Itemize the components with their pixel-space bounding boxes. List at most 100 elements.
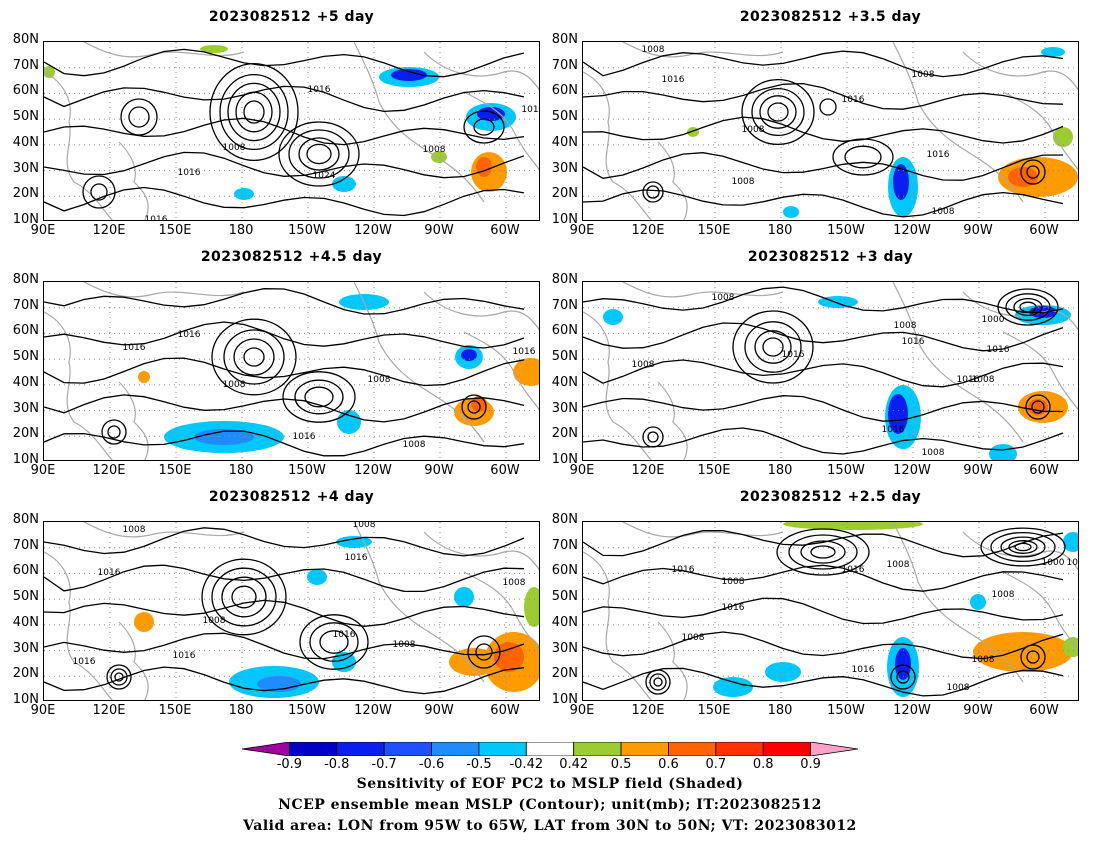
isobar-contour <box>44 321 525 349</box>
lat-tick-label: 60N <box>551 563 578 579</box>
colorbar-tick-label: 0.8 <box>752 757 774 772</box>
sensitivity-shade <box>494 642 524 672</box>
coastline <box>44 311 114 460</box>
coastline <box>463 331 539 411</box>
lat-tick-label: 20N <box>551 426 578 442</box>
coastline <box>622 522 784 538</box>
lon-tick-label: 90W <box>963 703 993 718</box>
contour-label: 1008 <box>947 683 970 693</box>
isobar-loop <box>461 394 487 420</box>
isobar-loop <box>475 643 493 661</box>
colorbar-segment <box>762 742 812 756</box>
isobar-loop <box>309 622 359 662</box>
sensitivity-shade <box>513 358 539 386</box>
coastline <box>353 42 485 203</box>
lat-tick-label: 50N <box>12 349 39 365</box>
isobar-contour <box>44 666 525 695</box>
lat-tick-label: 70N <box>12 297 39 313</box>
isobar-loop <box>653 677 663 687</box>
sensitivity-shade <box>713 677 753 697</box>
isobar-contour <box>583 597 1064 625</box>
isobar-loop <box>201 558 287 636</box>
map-plot: 1016100810161016100810081016100010161008… <box>582 521 1079 701</box>
lon-tick-label: 90E <box>569 463 595 478</box>
isobar-loop <box>1020 159 1046 185</box>
map-svg: 1008 1008 1016 1016 1008 1016 1016 1008 1008 1016 <box>44 522 539 700</box>
lon-tick-label: 120E <box>631 223 665 238</box>
isobar-loop <box>1026 165 1040 179</box>
sensitivity-shade <box>765 662 801 682</box>
lat-tick-label: 20N <box>12 666 39 682</box>
contour-label: 1008 <box>732 177 755 187</box>
panel-title: 2023082512 +4.5 day <box>200 249 383 265</box>
isobar-contour <box>583 564 1064 592</box>
isobar-loop <box>810 545 836 559</box>
isobar-contour <box>583 189 1064 218</box>
contour-label: 1008 <box>123 525 146 535</box>
isobar-loop <box>306 143 332 165</box>
lat-tick-label: 70N <box>551 57 578 73</box>
map-svg: 1016 1016 1008 1008 1016 1008 1016 <box>44 282 539 460</box>
lon-tick-label: 60W <box>490 703 520 718</box>
isobar-contour <box>583 82 1064 110</box>
panel-title: 2023082512 +3.5 day <box>739 9 922 25</box>
lon-tick-label: 180 <box>228 223 254 238</box>
contour-label: 1016 <box>293 432 316 442</box>
lat-tick-label: 20N <box>12 426 39 442</box>
contour-label: 1008 <box>722 577 745 587</box>
panel-title: 2023082512 +5 day <box>208 9 375 25</box>
contour-label: 1008 <box>894 321 917 331</box>
colorbar-segment <box>288 742 338 756</box>
contour-label: 1016 <box>98 568 121 578</box>
isobar-loop <box>90 183 108 201</box>
isobar-loop <box>107 425 121 439</box>
sensitivity-shade <box>138 371 150 383</box>
isobar-loop <box>642 181 664 203</box>
colorbar-segment <box>715 742 764 756</box>
sensitivity-shade <box>524 587 539 627</box>
isobar-loop <box>223 329 285 385</box>
colorbar-segment <box>810 742 858 756</box>
isobar-loop <box>1013 297 1043 317</box>
lat-tick-label: 50N <box>12 109 39 125</box>
isobar-loop <box>467 400 481 414</box>
isobar-loop <box>211 567 277 627</box>
isobar-contour <box>44 357 525 387</box>
contour-label: 1016 <box>73 657 96 667</box>
colorbar-tick-label: -0.7 <box>371 757 397 772</box>
map-plot: 1016 1008 1016 1024 1016 1008 101 <box>43 41 540 221</box>
lat-tick-label: 70N <box>12 57 39 73</box>
contour-label: 1016 <box>882 425 905 435</box>
isobar-loop <box>101 419 127 445</box>
lat-tick-label: 60N <box>551 83 578 99</box>
lon-tick-label: 60W <box>490 223 520 238</box>
colorbar-segment <box>242 742 290 756</box>
lon-tick-label: 150E <box>697 703 731 718</box>
lat-tick-label: 60N <box>551 323 578 339</box>
isobar-contour <box>583 395 1064 422</box>
contour-label: 1008 <box>887 560 910 570</box>
lon-tick-label: 120E <box>631 703 665 718</box>
contour-label: 1016 <box>513 347 536 357</box>
sensitivity-shade <box>307 569 327 585</box>
isobar-loop <box>1025 394 1051 420</box>
colorbar-tick-label: -0.9 <box>276 757 303 772</box>
contour-label: 1016 <box>722 603 745 613</box>
lat-tick-label: 80N <box>551 32 578 47</box>
contour-label: 1008 <box>932 207 955 217</box>
contour-label: 1008 <box>642 45 665 55</box>
sensitivity-shade <box>993 637 1033 657</box>
lat-tick-label: 40N <box>551 134 578 150</box>
contour-label: 1016 <box>178 330 201 340</box>
lon-tick-label: 120E <box>92 703 126 718</box>
lat-tick-label: 10N <box>551 212 578 227</box>
isobar-loop <box>463 110 505 144</box>
contour-label: 1016 <box>1067 558 1079 568</box>
lon-tick-label: 180 <box>228 703 254 718</box>
isobar-loop <box>832 138 894 176</box>
coastline <box>118 381 149 460</box>
coastline <box>83 282 245 298</box>
map-plot: 1016 1016 1008 1008 1016 1008 1016 <box>43 281 540 461</box>
map-plot: 1008 1008 1016 1016 1008 1016 1016 1008 1008 1016 <box>43 521 540 701</box>
coastline <box>583 71 653 220</box>
